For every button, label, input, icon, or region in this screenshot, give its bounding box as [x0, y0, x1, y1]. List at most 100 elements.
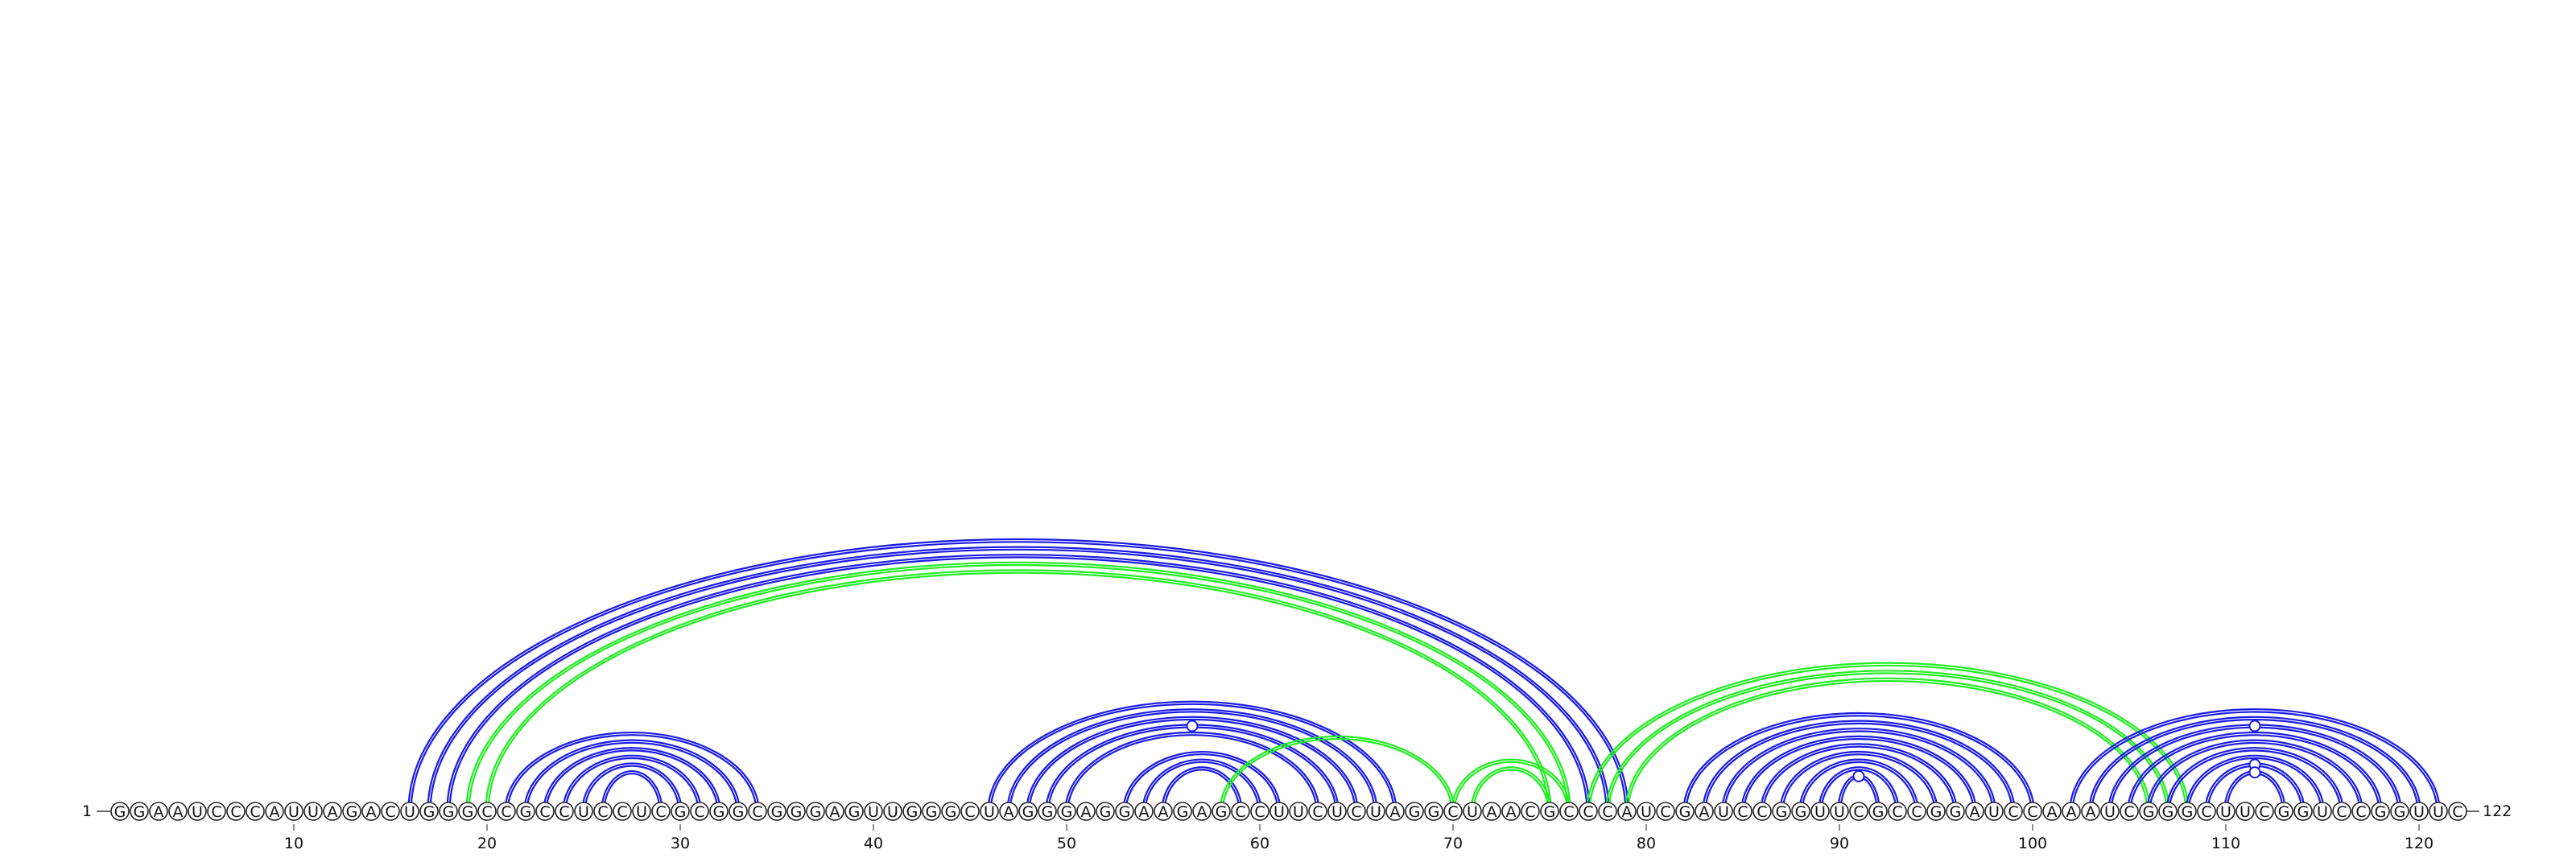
nucleotide-letter: A [1970, 803, 1980, 821]
nucleotide-letter: C [501, 803, 511, 821]
nucleotide: A [2062, 802, 2081, 821]
nucleotide-circle [168, 802, 188, 821]
nucleotide: C [226, 802, 246, 821]
arc-stroke-outer [1470, 766, 1552, 812]
nucleotide-letter: C [1583, 803, 1593, 821]
nucleotide-letter: A [1139, 803, 1150, 821]
nucleotide-circle [1675, 802, 1695, 821]
nucleotide-letter: G [1872, 803, 1885, 821]
nucleotide: A [1154, 802, 1173, 821]
nucleotide: C [2023, 802, 2042, 821]
nucleotide: U [2216, 802, 2235, 821]
nucleotide-circle [1984, 802, 2004, 821]
arc-stroke-outer [1026, 716, 1359, 812]
nucleotide: U [1984, 802, 2004, 821]
nucleotide-letter: C [1757, 803, 1767, 821]
arc-stroke-outer [523, 739, 741, 812]
nucleotide-circle [555, 802, 574, 821]
nucleotide-circle [284, 802, 303, 821]
arc-stroke-outer [407, 538, 1629, 812]
nucleotide-letter: C [481, 803, 492, 821]
non-canonical-pair-marker [2248, 766, 2261, 779]
nucleotide: U [1830, 802, 1849, 821]
nucleotide-letter: G [1216, 803, 1228, 821]
nucleotide-letter: A [1081, 803, 1092, 821]
nucleotide: A [265, 802, 284, 821]
tick-label: 100 [2018, 835, 2047, 852]
arc-stroke-inner [1781, 753, 1936, 812]
nucleotide-circle [2274, 802, 2293, 821]
nucleotide-letter: C [1892, 803, 1902, 821]
base-pair-arc [2223, 766, 2286, 812]
nucleotide: C [535, 802, 555, 821]
nucleotide: G [458, 802, 477, 821]
nucleotide-circle [303, 802, 323, 821]
nucleotide-circle [1038, 802, 1057, 821]
nucleotide: U [1463, 802, 1482, 821]
nucleotide-circle [1096, 802, 1115, 821]
arc-stroke-inner [506, 734, 758, 812]
base-pair-arc [581, 762, 683, 812]
nucleotide: U [1637, 802, 1656, 821]
base-pair-arc [1161, 766, 1243, 812]
arc-stroke-outer [1798, 758, 1919, 812]
base-pair-arc [1837, 769, 1880, 812]
arc-stroke-inner [429, 548, 1608, 812]
nucleotide-letter: G [848, 803, 861, 821]
arc-stroke-outer [2127, 731, 2383, 812]
tick-label: 80 [1637, 835, 1656, 852]
arc-stroke-outer [581, 762, 683, 812]
arc-stroke-outer [1818, 766, 1900, 812]
base-pair-arc [465, 561, 1571, 812]
nucleotide-letter: G [2143, 803, 2155, 821]
nucleotide-letter: G [1428, 803, 1440, 821]
nucleotide-letter: C [617, 803, 627, 821]
nucleotide: A [1695, 802, 1714, 821]
base-pair-arc [407, 538, 1629, 812]
arc-stroke-outer [562, 754, 702, 812]
nucleotide-letter: A [154, 803, 164, 821]
arc-stroke-outer [1779, 750, 1938, 812]
arc-stroke-outer [1624, 677, 2151, 812]
nucleotide-circle [1347, 802, 1366, 821]
nucleotide-circle [1231, 802, 1250, 821]
nucleotide: G [2178, 802, 2197, 821]
base-pair-arc [1682, 712, 2035, 812]
nucleotide-circle [516, 802, 535, 821]
nucleotide-circle [2255, 802, 2274, 821]
nucleotide-circle [2409, 802, 2429, 821]
nucleotide-circle [1849, 802, 1868, 821]
nucleotide: G [1057, 802, 1076, 821]
nucleotide: C [1888, 802, 1907, 821]
position-tick: 120 [2405, 824, 2434, 852]
nucleotide: C [748, 802, 767, 821]
nucleotide-circle [1888, 802, 1907, 821]
nucleotide: G [1772, 802, 1791, 821]
nucleotide-circle [922, 802, 941, 821]
nucleotide: U [1269, 802, 1289, 821]
nucleotide: G [1675, 802, 1695, 821]
nucleotide-letter: A [830, 803, 840, 821]
base-pair-arc [1064, 731, 1320, 812]
nucleotide-letter: A [1004, 803, 1014, 821]
arc-stroke-inner [1472, 769, 1550, 812]
nucleotide-letter: U [2413, 803, 2425, 821]
arc-stroke-outer [2088, 716, 2421, 812]
nucleotide: G [729, 802, 748, 821]
nucleotide: U [2429, 802, 2448, 821]
nucleotide: A [1965, 802, 1984, 821]
arc-stroke-outer [1702, 720, 2016, 812]
nucleotide-letter: U [2104, 803, 2116, 821]
nucleotide-letter: U [1274, 803, 1285, 821]
nucleotide-letter: G [1119, 803, 1131, 821]
nucleotide: G [1868, 802, 1888, 821]
nucleotide: U [864, 802, 883, 821]
arc-stroke-outer [1161, 766, 1243, 812]
nucleotide-letter: U [1331, 803, 1343, 821]
nucleotide-letter: C [2201, 803, 2211, 821]
arc-stroke-inner [2071, 711, 2438, 812]
nucleotide-circle [2100, 802, 2120, 821]
arc-stroke-outer [1740, 735, 1977, 812]
arc-stroke-outer [1141, 758, 1262, 812]
nucleotide-letter: G [926, 803, 938, 821]
